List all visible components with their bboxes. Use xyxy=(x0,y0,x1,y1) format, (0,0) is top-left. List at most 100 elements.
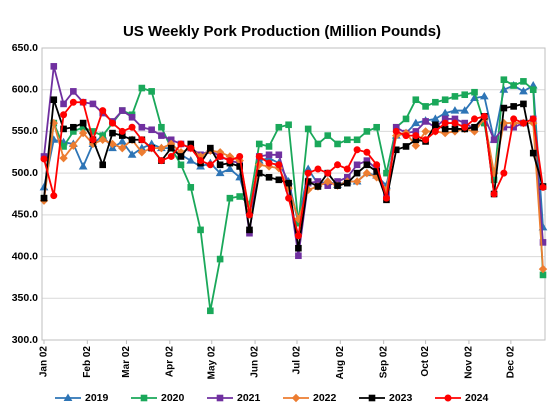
marker xyxy=(343,165,351,173)
y-tick-label: 350.0 xyxy=(12,292,38,304)
marker xyxy=(216,152,224,160)
y-tick-label: 600.0 xyxy=(12,83,38,95)
marker xyxy=(158,123,165,131)
marker xyxy=(109,129,116,137)
marker xyxy=(451,125,459,133)
marker xyxy=(128,123,136,131)
series-line xyxy=(43,66,544,256)
marker xyxy=(187,184,195,191)
marker xyxy=(70,88,77,95)
marker xyxy=(529,86,537,94)
marker xyxy=(157,157,165,165)
marker xyxy=(314,140,322,148)
marker xyxy=(402,115,410,123)
marker xyxy=(295,252,302,260)
marker xyxy=(60,100,67,108)
x-tick-label: Feb 02 xyxy=(82,346,93,378)
legend-label: 2020 xyxy=(161,392,185,404)
x-tick-label: May 02 xyxy=(206,346,217,380)
marker xyxy=(334,140,341,148)
marker xyxy=(59,153,68,163)
marker xyxy=(187,144,195,152)
marker xyxy=(157,143,166,153)
marker xyxy=(538,264,548,274)
marker xyxy=(411,118,421,127)
marker xyxy=(471,123,478,131)
y-tick-label: 650.0 xyxy=(12,42,38,54)
marker xyxy=(275,151,283,159)
marker xyxy=(215,168,225,177)
marker xyxy=(70,123,77,131)
marker xyxy=(118,107,126,114)
marker xyxy=(138,84,146,92)
marker xyxy=(363,161,371,169)
marker xyxy=(294,232,302,240)
marker xyxy=(245,211,253,219)
marker xyxy=(295,244,302,252)
marker xyxy=(78,161,88,170)
x-tick-label: Jan 02 xyxy=(39,346,50,378)
marker xyxy=(246,226,253,234)
marker xyxy=(422,118,429,125)
marker xyxy=(177,153,185,160)
marker xyxy=(50,63,58,70)
series xyxy=(40,98,547,240)
marker xyxy=(158,132,165,139)
marker xyxy=(275,161,283,169)
marker xyxy=(539,239,547,246)
marker xyxy=(412,96,420,104)
marker xyxy=(226,194,234,202)
x-tick-label: Sep 02 xyxy=(378,346,389,379)
marker xyxy=(353,161,361,169)
marker xyxy=(412,132,420,140)
marker xyxy=(353,146,361,154)
marker xyxy=(363,128,371,135)
series xyxy=(39,81,548,231)
y-tick-label: 450.0 xyxy=(12,209,38,221)
marker xyxy=(411,141,421,150)
marker xyxy=(500,76,508,84)
x-tick-label: Mar 02 xyxy=(121,346,132,378)
marker xyxy=(451,119,459,127)
marker xyxy=(236,193,243,200)
marker xyxy=(432,98,439,106)
marker xyxy=(373,123,380,131)
marker xyxy=(60,111,68,119)
marker xyxy=(362,168,372,178)
marker xyxy=(373,161,381,169)
legend-item: 2022 xyxy=(283,392,337,404)
marker xyxy=(98,135,107,144)
x-tick-label: Oct 02 xyxy=(420,346,431,377)
marker xyxy=(461,91,469,99)
marker xyxy=(265,143,273,150)
marker xyxy=(127,150,137,158)
marker xyxy=(402,132,410,140)
marker xyxy=(422,136,430,144)
marker xyxy=(323,177,332,186)
x-tick-label: Dec 02 xyxy=(505,346,516,379)
marker xyxy=(451,93,459,100)
marker xyxy=(363,148,371,156)
marker xyxy=(431,114,440,122)
marker xyxy=(89,136,97,144)
marker xyxy=(352,177,362,186)
marker xyxy=(285,121,292,129)
marker xyxy=(334,182,341,189)
marker xyxy=(197,157,205,165)
series xyxy=(39,114,548,274)
marker xyxy=(275,123,283,131)
marker xyxy=(441,119,449,127)
marker xyxy=(500,104,508,112)
legend-item: 2019 xyxy=(55,392,109,404)
series xyxy=(40,76,547,315)
x-tick-label: Jul 02 xyxy=(292,346,303,375)
marker xyxy=(216,161,224,169)
marker xyxy=(265,151,273,159)
marker xyxy=(510,103,517,110)
marker xyxy=(461,123,469,131)
marker xyxy=(421,127,430,136)
marker xyxy=(60,125,67,133)
marker xyxy=(510,115,518,123)
marker xyxy=(138,123,146,131)
marker xyxy=(520,100,527,108)
